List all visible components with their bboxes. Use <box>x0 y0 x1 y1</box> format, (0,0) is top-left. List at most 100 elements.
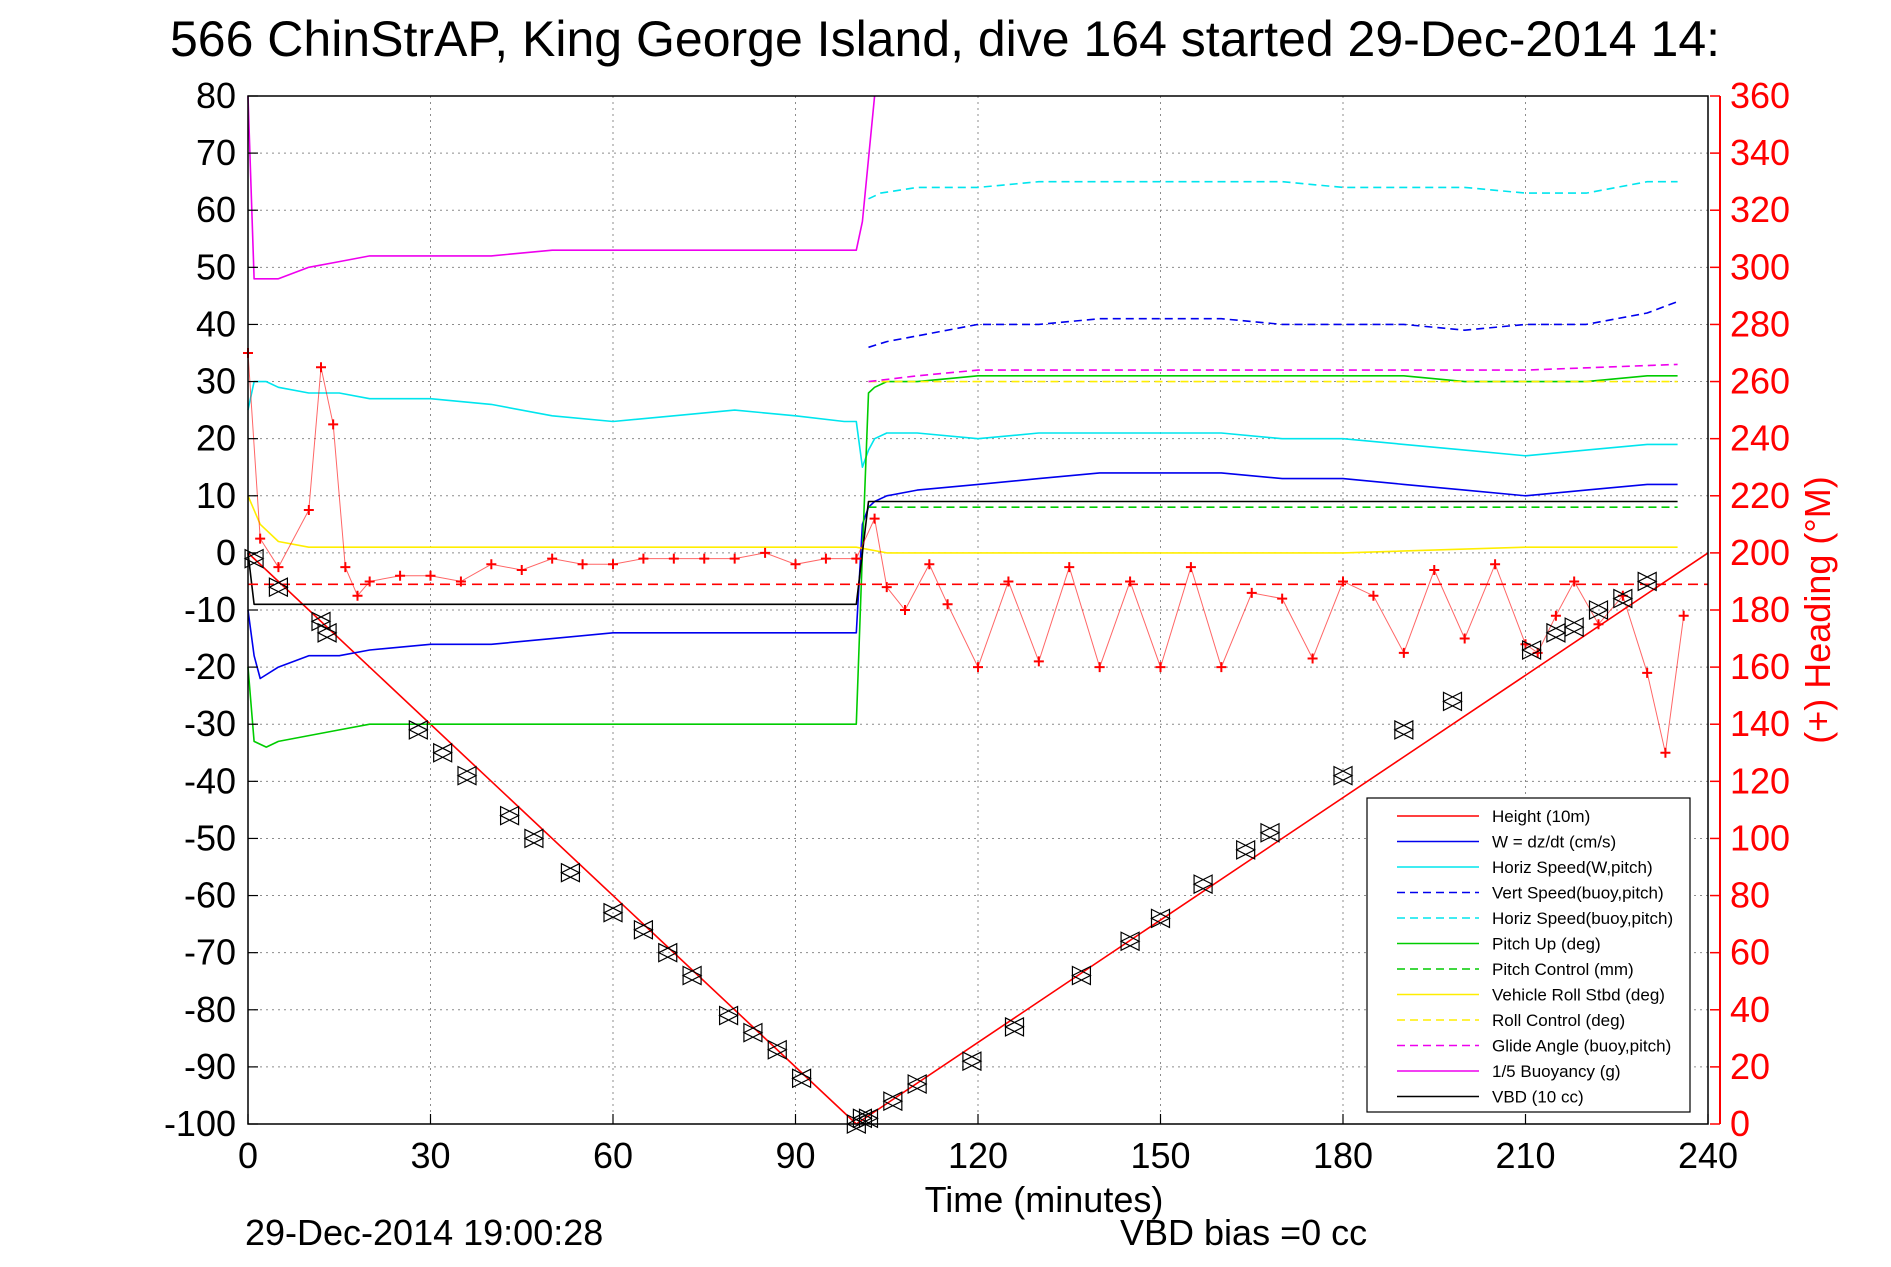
dive-marker-point <box>1442 691 1463 712</box>
x-tick-label: 90 <box>775 1135 815 1176</box>
right-y-axis-ticks: 3603403203002802602402202001801601401201… <box>1710 75 1790 1144</box>
heading-point <box>1550 610 1561 621</box>
dive-marker-point <box>1563 617 1585 638</box>
dive-marker-point <box>906 1074 928 1094</box>
left-y-tick-label: -90 <box>184 1046 236 1087</box>
footer-timestamp: 29-Dec-2014 19:00:28 <box>245 1212 603 1253</box>
chart-title: 566 ChinStrAP, King George Island, dive … <box>170 11 1720 67</box>
heading-point <box>395 570 406 581</box>
x-tick-label: 120 <box>948 1135 1008 1176</box>
dive-marker-point <box>560 862 581 883</box>
heading-point <box>1459 633 1470 644</box>
heading-point <box>900 605 910 615</box>
heading-point <box>1678 610 1689 621</box>
left-y-tick-label: -20 <box>184 646 236 687</box>
heading-point <box>1033 656 1044 667</box>
heading-point <box>1307 653 1318 664</box>
left-y-tick-label: 0 <box>216 532 236 573</box>
left-y-tick-label: -10 <box>184 589 236 630</box>
left-y-tick-label: 10 <box>196 475 236 516</box>
heading-point <box>1660 747 1671 758</box>
dive-marker-point <box>1150 908 1171 929</box>
right-y-tick-label: 180 <box>1730 589 1790 630</box>
heading-point <box>1277 593 1288 604</box>
right-y-tick-label: 340 <box>1730 132 1790 173</box>
x-tick-label: 30 <box>410 1135 450 1176</box>
right-y-tick-label: 220 <box>1730 475 1790 516</box>
x-axis-ticks: 0 30 60 90 120 150 180 210 240 <box>238 1114 1738 1176</box>
heading-point <box>1246 587 1257 598</box>
heading-point <box>328 419 339 430</box>
legend-box <box>1366 797 1691 1113</box>
right-y-tick-label: 320 <box>1730 189 1790 230</box>
left-y-tick-label: 40 <box>196 303 236 344</box>
heading-point <box>1642 667 1653 678</box>
heading-point <box>486 559 497 570</box>
left-y-tick-label: 60 <box>196 189 236 230</box>
heading-point <box>924 559 935 570</box>
heading-point <box>973 662 983 673</box>
x-tick-label: 150 <box>1130 1135 1190 1176</box>
x-tick-label: 0 <box>238 1135 258 1176</box>
series-1-5-buoyancy-g <box>247 95 876 280</box>
dive-marker-point <box>882 1091 904 1112</box>
series-w-dz-dt-cm-s <box>247 472 1678 680</box>
heading-point <box>729 553 740 564</box>
x-tick-label: 210 <box>1495 1135 1555 1176</box>
legend-label: W = dz/dt (cm/s) <box>1492 833 1616 852</box>
left-y-tick-label: -70 <box>184 932 236 973</box>
right-y-tick-label: 200 <box>1730 532 1790 573</box>
series-vbd-10-cc <box>247 500 1678 606</box>
legend-label: Horiz Speed(buoy,pitch) <box>1492 909 1673 928</box>
series-pitch-up-deg <box>247 374 1678 748</box>
legend-label: Glide Angle (buoy,pitch) <box>1492 1037 1671 1056</box>
heading-point <box>869 513 880 524</box>
heading-point <box>942 599 953 610</box>
dive-marker-point <box>1071 965 1092 986</box>
left-y-tick-label: -80 <box>184 989 236 1030</box>
left-y-tick-label: 20 <box>196 418 236 459</box>
heading-point <box>1185 562 1196 573</box>
dive-marker-point <box>718 1005 739 1026</box>
heading-point <box>699 553 710 564</box>
dive-marker-point <box>633 919 654 940</box>
legend-label: Roll Control (deg) <box>1492 1011 1625 1030</box>
dive-marker-point <box>432 742 454 763</box>
right-y-tick-label: 40 <box>1730 989 1770 1030</box>
dive-marker-point <box>407 719 429 740</box>
legend: Height (10m) W = dz/dt (cm/s) Horiz Speed(… <box>1366 797 1691 1113</box>
heading-point <box>577 559 588 570</box>
heading-point <box>820 553 831 564</box>
left-y-tick-label: -40 <box>184 760 236 801</box>
heading-point <box>316 362 326 373</box>
marker-group <box>243 548 1658 1134</box>
left-y-tick-label: -100 <box>164 1103 236 1144</box>
dive-marker-point <box>766 1039 788 1060</box>
series-vert-speed-buoy-pitch <box>868 300 1678 349</box>
heading-point <box>1338 576 1348 587</box>
heading-point <box>638 553 649 564</box>
dive-marker-point <box>1612 588 1634 609</box>
right-y-tick-label: 0 <box>1730 1103 1750 1144</box>
dive-marker-point <box>1119 931 1141 952</box>
right-y-axis-label: (+) Heading (°M) <box>1797 476 1838 743</box>
dive-marker-point <box>852 1108 873 1129</box>
heading-point <box>303 505 314 516</box>
dive-marker-point <box>1588 600 1609 620</box>
right-y-tick-label: 140 <box>1730 703 1790 744</box>
dive-marker-point <box>791 1068 812 1089</box>
x-tick-label: 60 <box>593 1135 633 1176</box>
heading-point <box>1094 662 1105 673</box>
heading-point <box>668 553 679 564</box>
legend-label: Horiz Speed(W,pitch) <box>1492 858 1653 877</box>
heading-point <box>1429 565 1440 576</box>
right-y-tick-label: 20 <box>1730 1046 1770 1087</box>
dive-marker-point <box>602 902 624 923</box>
dive-marker-point <box>268 577 289 598</box>
heading-point <box>340 562 351 573</box>
heading-point <box>1368 590 1379 601</box>
vbd-bias-label: VBD bias =0 cc <box>1120 1212 1367 1253</box>
heading-point <box>1490 559 1501 570</box>
heading-point <box>1003 576 1014 587</box>
